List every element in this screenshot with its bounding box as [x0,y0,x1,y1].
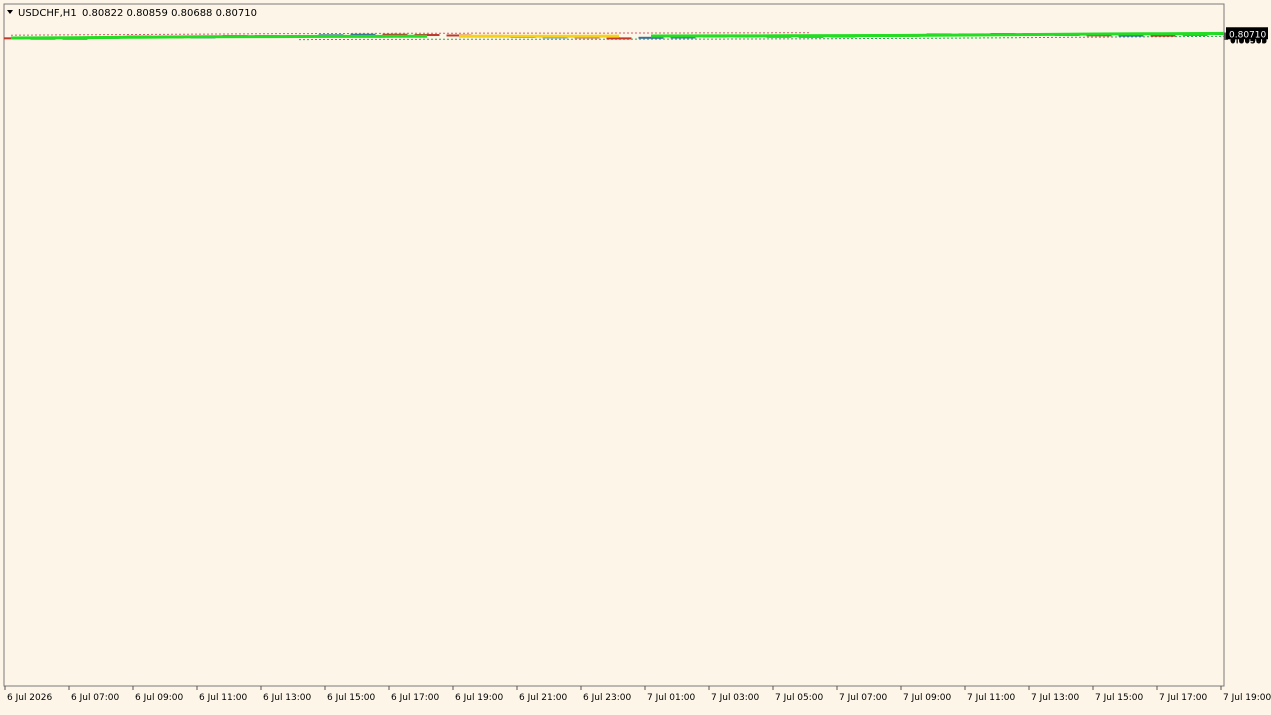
x-tick-label: 7 Jul 05:00 [775,693,824,703]
candle-body [607,38,631,39]
x-tick-label: 7 Jul 03:00 [711,693,760,703]
x-tick-label: 7 Jul 19:00 [1223,693,1271,703]
x-tick-label: 7 Jul 15:00 [1095,693,1144,703]
symbol-label: USDCHF,H1 [18,8,77,19]
ohlc-values: 0.80822 0.80859 0.80688 0.80710 [82,8,257,19]
x-tick-label: 6 Jul 13:00 [263,693,312,703]
x-tick-label: 7 Jul 17:00 [1159,693,1208,703]
x-tick-label: 6 Jul 21:00 [519,693,568,703]
plot-frame [4,4,1224,686]
x-tick-label: 7 Jul 07:00 [839,693,888,703]
moving-average-line [11,36,427,38]
x-tick-label: 6 Jul 19:00 [455,693,504,703]
x-tick-label: 6 Jul 17:00 [391,693,440,703]
x-tick-label: 6 Jul 11:00 [199,693,248,703]
x-tick-label: 7 Jul 11:00 [967,693,1016,703]
x-tick-label: 6 Jul 2026 [7,693,52,703]
x-tick-label: 7 Jul 01:00 [647,693,696,703]
candle-body [1151,35,1175,36]
current-price-label: 0.80710 [1229,30,1266,40]
x-tick-label: 6 Jul 07:00 [71,693,120,703]
x-tick-label: 7 Jul 13:00 [1031,693,1080,703]
x-tick-label: 7 Jul 09:00 [903,693,952,703]
x-tick-label: 6 Jul 15:00 [327,693,376,703]
x-tick-label: 6 Jul 23:00 [583,693,632,703]
x-tick-label: 6 Jul 09:00 [135,693,184,703]
dropdown-arrow-icon[interactable] [7,10,13,14]
